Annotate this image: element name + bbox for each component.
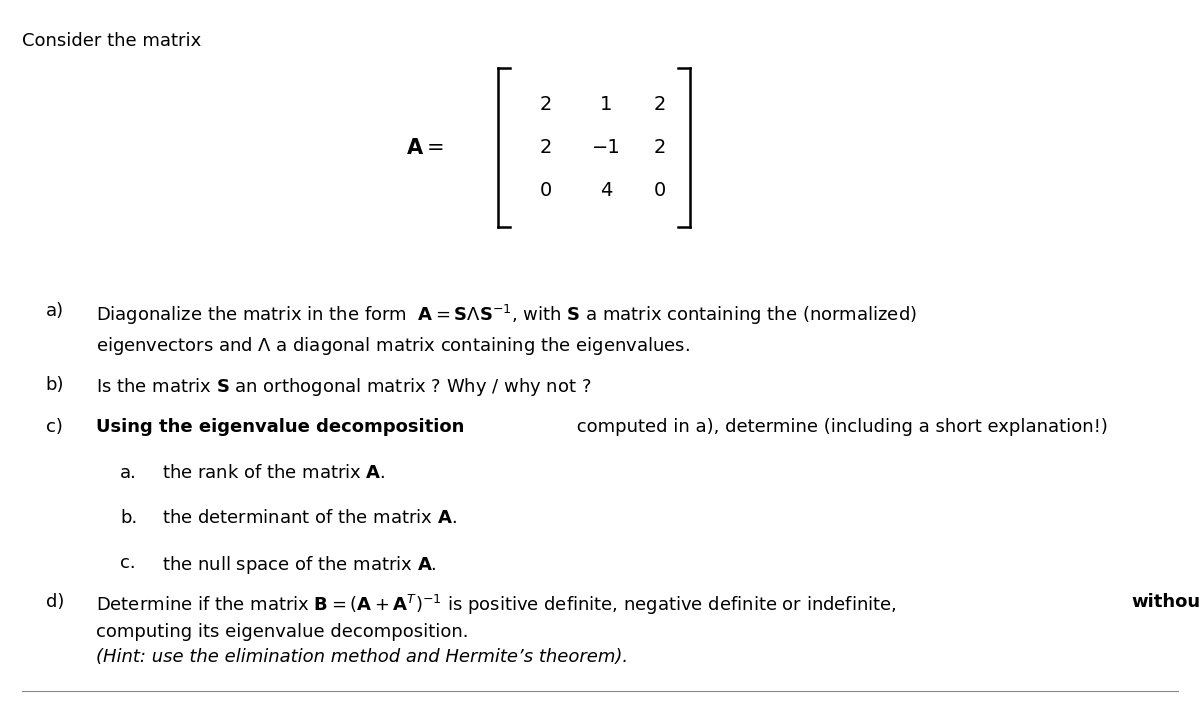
Text: Using the eigenvalue decomposition: Using the eigenvalue decomposition xyxy=(96,418,464,436)
Text: c): c) xyxy=(46,418,62,436)
Text: $\mathbf{A} =$: $\mathbf{A} =$ xyxy=(407,138,444,158)
Text: 0: 0 xyxy=(654,181,666,200)
Text: Diagonalize the matrix in the form  $\mathbf{A} = \mathbf{S}\Lambda\mathbf{S}^{-: Diagonalize the matrix in the form $\mat… xyxy=(96,302,917,326)
Text: 2: 2 xyxy=(540,95,552,114)
Text: a): a) xyxy=(46,302,64,320)
Text: the determinant of the matrix $\mathbf{A}$.: the determinant of the matrix $\mathbf{A… xyxy=(162,509,457,527)
Text: the rank of the matrix $\mathbf{A}$.: the rank of the matrix $\mathbf{A}$. xyxy=(162,464,385,482)
Text: 2: 2 xyxy=(654,138,666,157)
Text: 4: 4 xyxy=(600,181,612,200)
Text: Is the matrix $\mathbf{S}$ an orthogonal matrix ? Why / why not ?: Is the matrix $\mathbf{S}$ an orthogonal… xyxy=(96,376,592,398)
Text: the null space of the matrix $\mathbf{A}$.: the null space of the matrix $\mathbf{A}… xyxy=(162,554,437,577)
Text: −1: −1 xyxy=(592,138,620,157)
Text: without: without xyxy=(1132,593,1200,611)
Text: computing its eigenvalue decomposition.: computing its eigenvalue decomposition. xyxy=(96,623,468,641)
Text: b): b) xyxy=(46,376,64,394)
Text: 1: 1 xyxy=(600,95,612,114)
Text: d): d) xyxy=(46,593,64,611)
Text: a.: a. xyxy=(120,464,137,482)
Text: c.: c. xyxy=(120,554,136,572)
Text: 0: 0 xyxy=(540,181,552,200)
Text: (Hint: use the elimination method and Hermite’s theorem).: (Hint: use the elimination method and He… xyxy=(96,648,628,666)
Text: 2: 2 xyxy=(654,95,666,114)
Text: Consider the matrix: Consider the matrix xyxy=(22,32,200,50)
Text: eigenvectors and $\Lambda$ a diagonal matrix containing the eigenvalues.: eigenvectors and $\Lambda$ a diagonal ma… xyxy=(96,335,690,357)
Text: computed in a), determine (including a short explanation!): computed in a), determine (including a s… xyxy=(571,418,1108,436)
Text: 2: 2 xyxy=(540,138,552,157)
Text: Determine if the matrix $\mathbf{B} = (\mathbf{A}+\mathbf{A}^T)^{-1}$ is positiv: Determine if the matrix $\mathbf{B} = (\… xyxy=(96,593,899,616)
Text: b.: b. xyxy=(120,509,137,527)
